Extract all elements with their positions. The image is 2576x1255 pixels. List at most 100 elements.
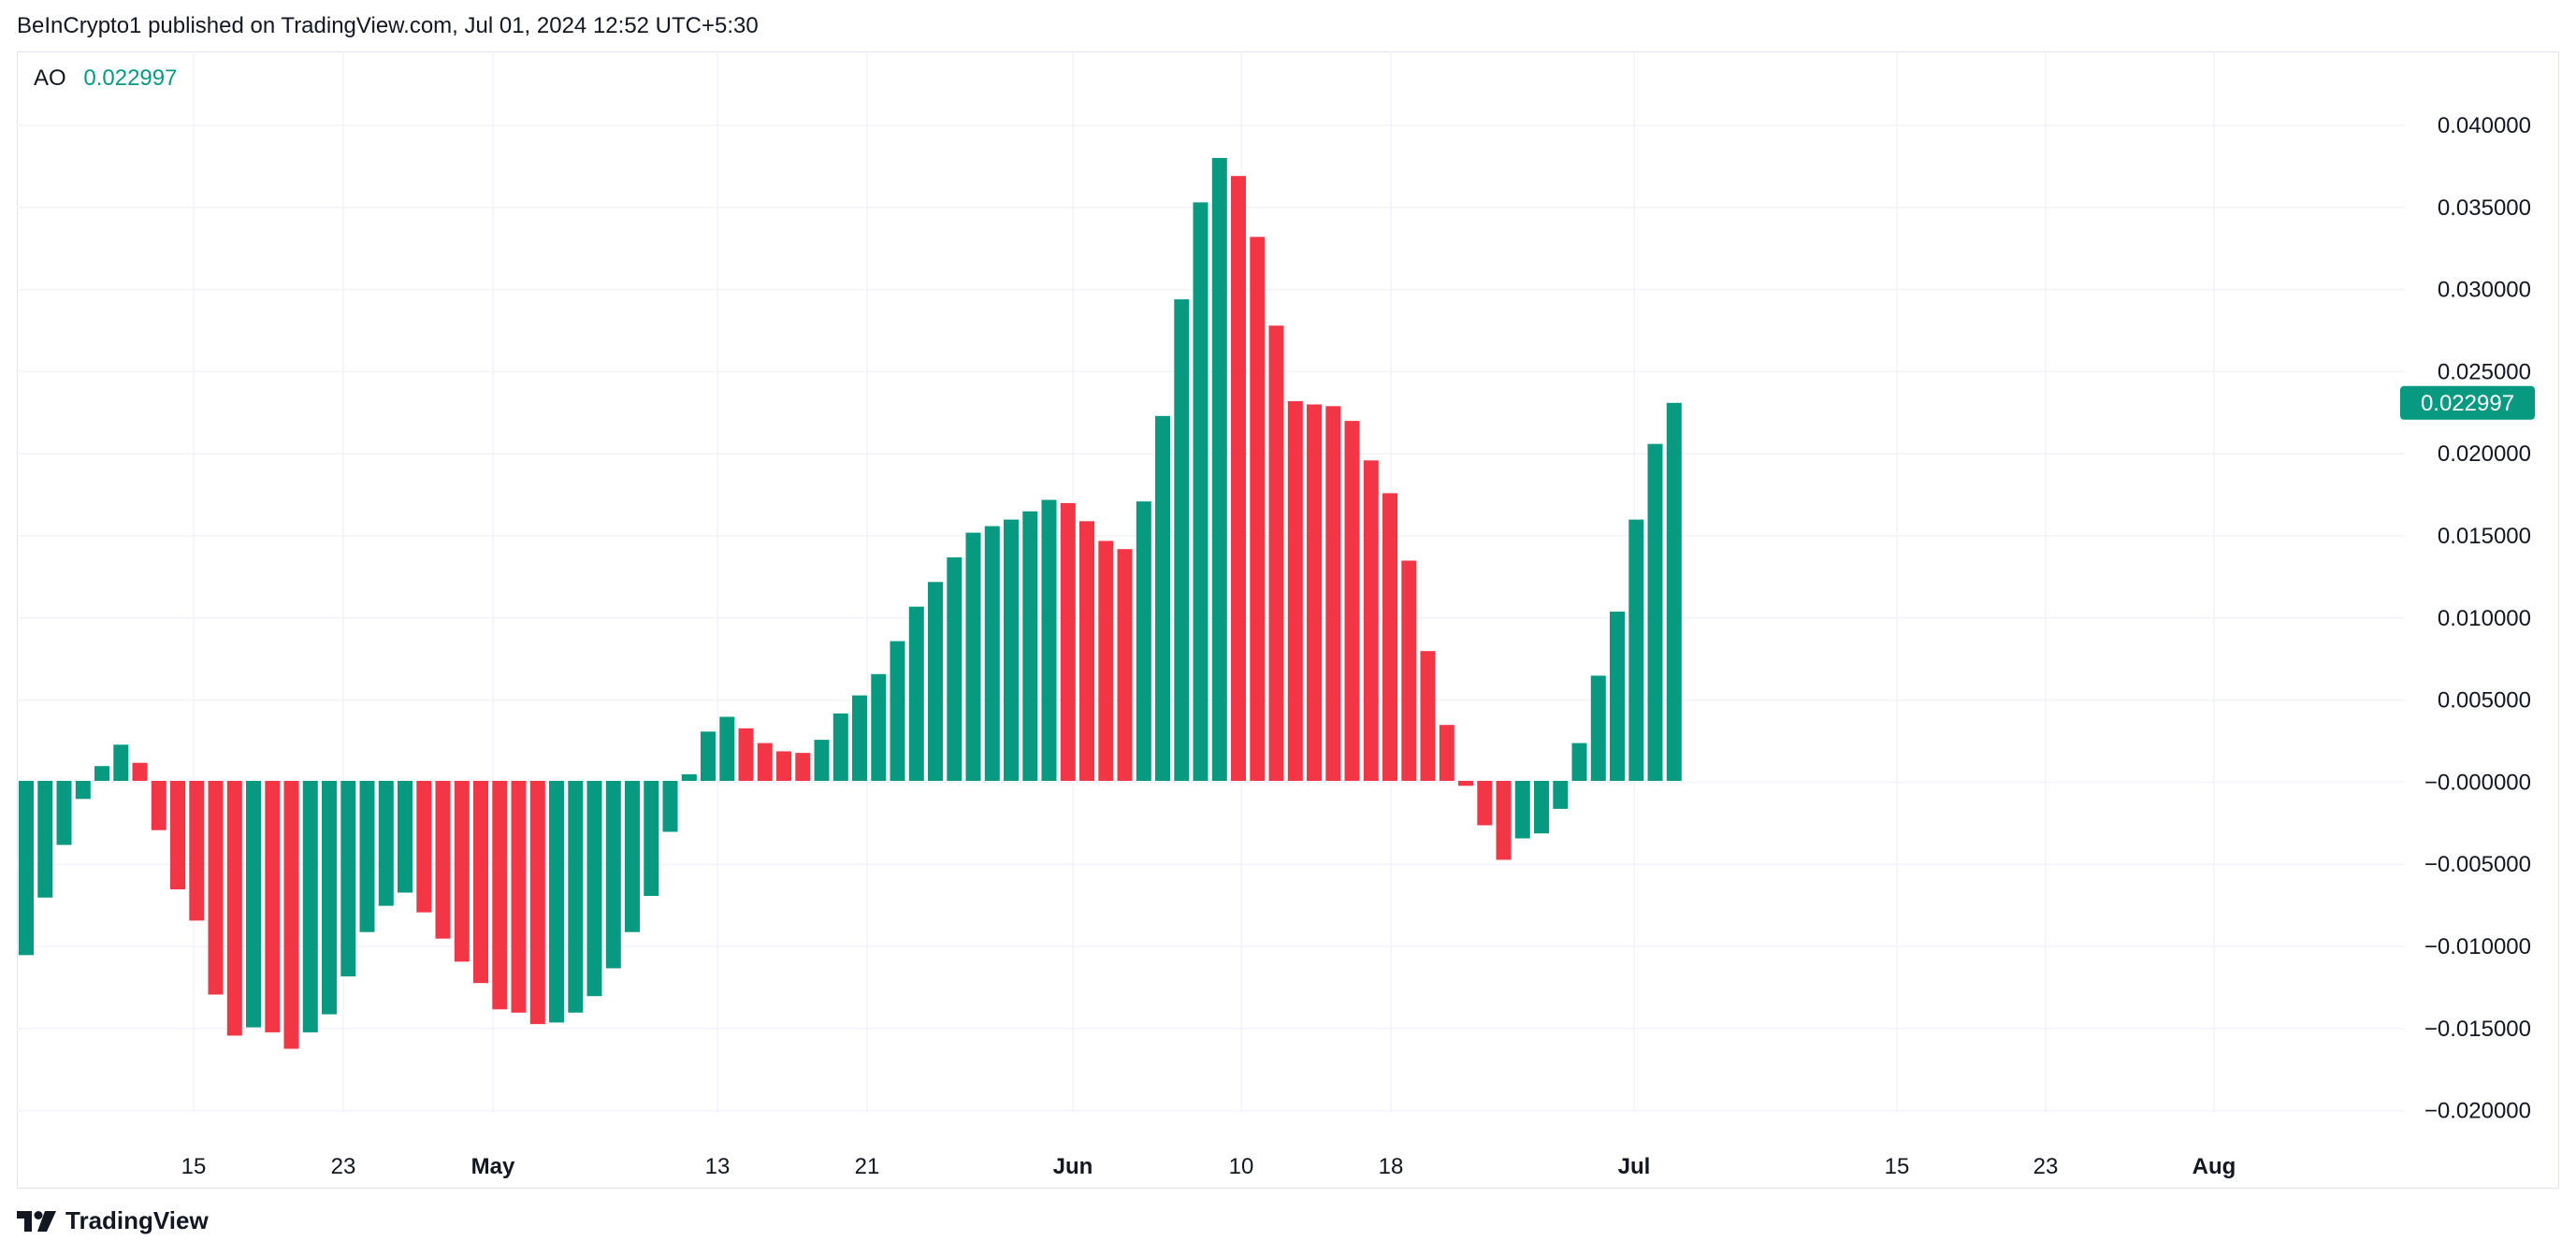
ao-bar — [1060, 503, 1076, 781]
ao-bar — [283, 781, 299, 1049]
ao-bar — [1231, 176, 1246, 781]
ao-bar — [757, 743, 773, 781]
ao-bar — [984, 526, 1000, 781]
y-tick-label: 0.025000 — [2438, 359, 2531, 384]
ao-bar — [1307, 404, 1322, 781]
ao-bar — [1647, 443, 1663, 781]
tradingview-branding[interactable]: TradingView — [17, 1206, 209, 1235]
x-tick-label: 10 — [1229, 1154, 1254, 1179]
ao-bar — [492, 781, 508, 1010]
ao-bar — [37, 781, 53, 898]
ao-bar — [1250, 237, 1266, 782]
ao-bar — [928, 582, 943, 781]
y-tick-label: 0.005000 — [2438, 688, 2531, 714]
ao-bar — [340, 781, 356, 977]
ao-bar — [1666, 402, 1682, 781]
ao-bar — [151, 781, 166, 830]
y-tick-label: 0.010000 — [2438, 606, 2531, 631]
chart-pane[interactable] — [17, 51, 2559, 1189]
ao-bar — [1041, 499, 1057, 781]
x-tick-label: 13 — [705, 1154, 731, 1179]
grid-lines — [17, 51, 2404, 1113]
ao-bar — [1534, 781, 1549, 834]
ao-bar — [1211, 157, 1227, 781]
x-tick-label: Aug — [2192, 1154, 2236, 1179]
y-tick-label: 0.020000 — [2438, 441, 2531, 467]
ao-bar — [738, 728, 754, 781]
ao-bar — [586, 781, 602, 997]
ao-bar — [398, 781, 412, 893]
ao-bar — [1477, 781, 1493, 826]
ao-bar — [1004, 519, 1019, 781]
ao-bar — [871, 673, 887, 781]
ao-bar — [322, 781, 337, 1015]
ao-bar — [1401, 560, 1417, 781]
ao-bar — [908, 606, 924, 781]
ao-bar — [529, 781, 545, 1025]
ao-bar — [1458, 781, 1473, 786]
ao-bar — [1193, 202, 1208, 781]
ao-bar — [226, 781, 242, 1036]
ao-bar — [473, 781, 488, 984]
y-tick-label: 0.030000 — [2438, 278, 2531, 303]
ao-bar — [75, 781, 91, 800]
ao-bar — [246, 781, 261, 1028]
ao-bar — [1439, 725, 1454, 781]
x-tick-label: 23 — [2033, 1154, 2059, 1179]
last-value-label: 0.022997 — [2400, 385, 2535, 420]
ao-bar — [1174, 299, 1190, 782]
y-tick-label: 0.040000 — [2438, 113, 2531, 138]
x-tick-label: 21 — [855, 1154, 880, 1179]
ao-bar — [1610, 612, 1625, 781]
ao-bar — [1155, 415, 1170, 781]
ao-bar — [302, 781, 318, 1032]
ao-bar — [1571, 743, 1587, 781]
ao-bar — [568, 781, 584, 1013]
x-tick-label: Jun — [1053, 1154, 1093, 1179]
ao-bar — [549, 781, 564, 1023]
y-tick-label: −0.000000 — [2424, 770, 2531, 795]
ao-bar — [265, 781, 281, 1032]
x-tick-label: 15 — [181, 1154, 207, 1179]
ao-bar — [170, 781, 185, 889]
ao-bar — [814, 740, 830, 781]
ao-bar — [1022, 511, 1038, 781]
time-axis: 15 23 May 13 21 Jun 10 18 Jul 15 23 Aug — [181, 1154, 2236, 1179]
last-value-badge — [2400, 385, 2535, 420]
ao-bar — [1382, 493, 1397, 781]
last-value-text: 0.022997 — [2421, 391, 2514, 416]
ao-bar — [19, 781, 34, 956]
ao-bar — [1287, 401, 1303, 781]
price-axis: 0.040000 0.035000 0.030000 0.025000 0.020000… — [2424, 113, 2531, 1124]
ao-bar — [1514, 781, 1530, 839]
ao-bar — [625, 781, 640, 932]
y-tick-label: 0.035000 — [2438, 195, 2531, 221]
ao-bar — [208, 781, 224, 995]
ao-bar — [701, 731, 716, 781]
ao-bar — [511, 781, 527, 1013]
ao-bar — [605, 781, 621, 969]
y-tick-label: −0.005000 — [2424, 852, 2531, 877]
indicator-value: 0.022997 — [83, 65, 178, 91]
ao-bar — [435, 781, 451, 939]
ao-bar — [1496, 781, 1512, 860]
ao-bar — [56, 781, 72, 845]
ao-bar — [1628, 519, 1644, 781]
x-tick-label: 15 — [1885, 1154, 1910, 1179]
ao-bar — [416, 781, 432, 913]
ao-bar — [681, 774, 697, 781]
ao-bar — [1117, 549, 1133, 781]
ao-bar — [662, 781, 678, 832]
ao-bar — [189, 781, 205, 921]
brand-name: TradingView — [65, 1206, 209, 1234]
ao-bar — [359, 781, 375, 932]
y-tick-label: −0.015000 — [2424, 1017, 2531, 1042]
histogram-bars — [19, 157, 1682, 1049]
ao-bar — [947, 557, 962, 781]
ao-bar — [776, 751, 791, 781]
x-tick-label: Jul — [1618, 1154, 1651, 1179]
indicator-legend[interactable]: AO 0.022997 — [34, 65, 177, 92]
x-tick-label: 23 — [331, 1154, 356, 1179]
ao-bar — [1363, 460, 1379, 781]
